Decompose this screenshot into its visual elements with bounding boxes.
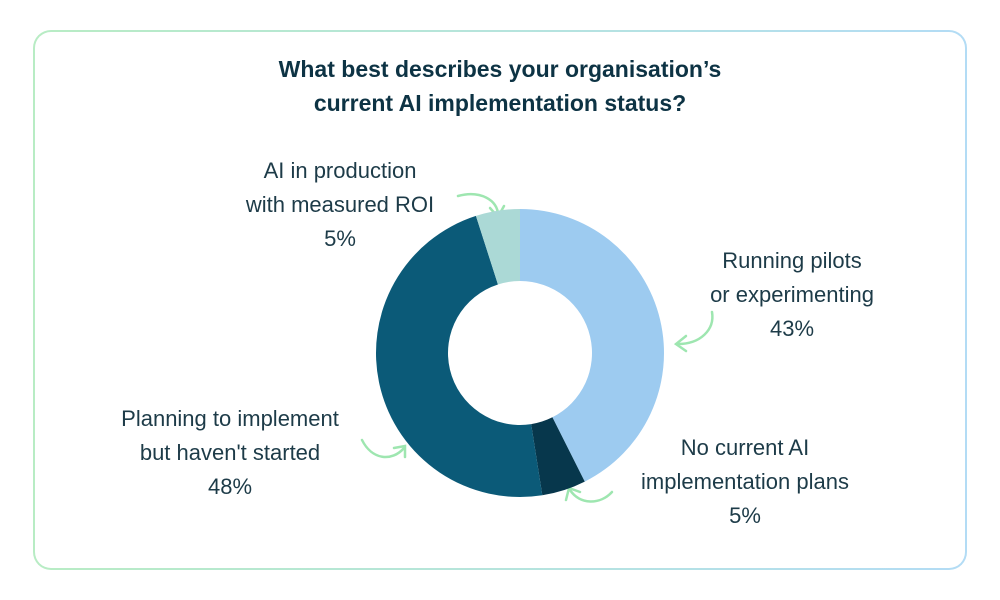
arrow <box>676 310 714 346</box>
label: AI in production with measured ROI 5% <box>225 154 455 256</box>
chart-title: What best describes your organisation’s … <box>278 56 722 116</box>
value-label: 43% <box>769 316 815 341</box>
donut-slice <box>475 209 520 285</box>
donut-slice <box>531 417 585 496</box>
donut-slice <box>375 215 543 498</box>
value-label: 5% <box>729 503 761 528</box>
arrow-head <box>673 334 688 353</box>
donut-slice <box>520 209 664 482</box>
label: No current AI implementation plans 5% <box>605 431 885 533</box>
arrow-head <box>392 444 407 459</box>
label: Running pilots or experimenting 43% <box>692 244 892 346</box>
value-label: 48% <box>207 474 253 499</box>
category-label: Planning to implement but haven't starte… <box>121 406 339 465</box>
arrow <box>360 438 406 459</box>
category-label: AI in production with measured ROI <box>245 158 435 217</box>
label: Planning to implement but haven't starte… <box>90 402 370 504</box>
value-label: 5% <box>324 226 356 251</box>
category-label: Running pilots or experimenting <box>710 248 874 307</box>
category-label: No current AI implementation plans <box>641 435 849 494</box>
arrow <box>568 488 614 503</box>
